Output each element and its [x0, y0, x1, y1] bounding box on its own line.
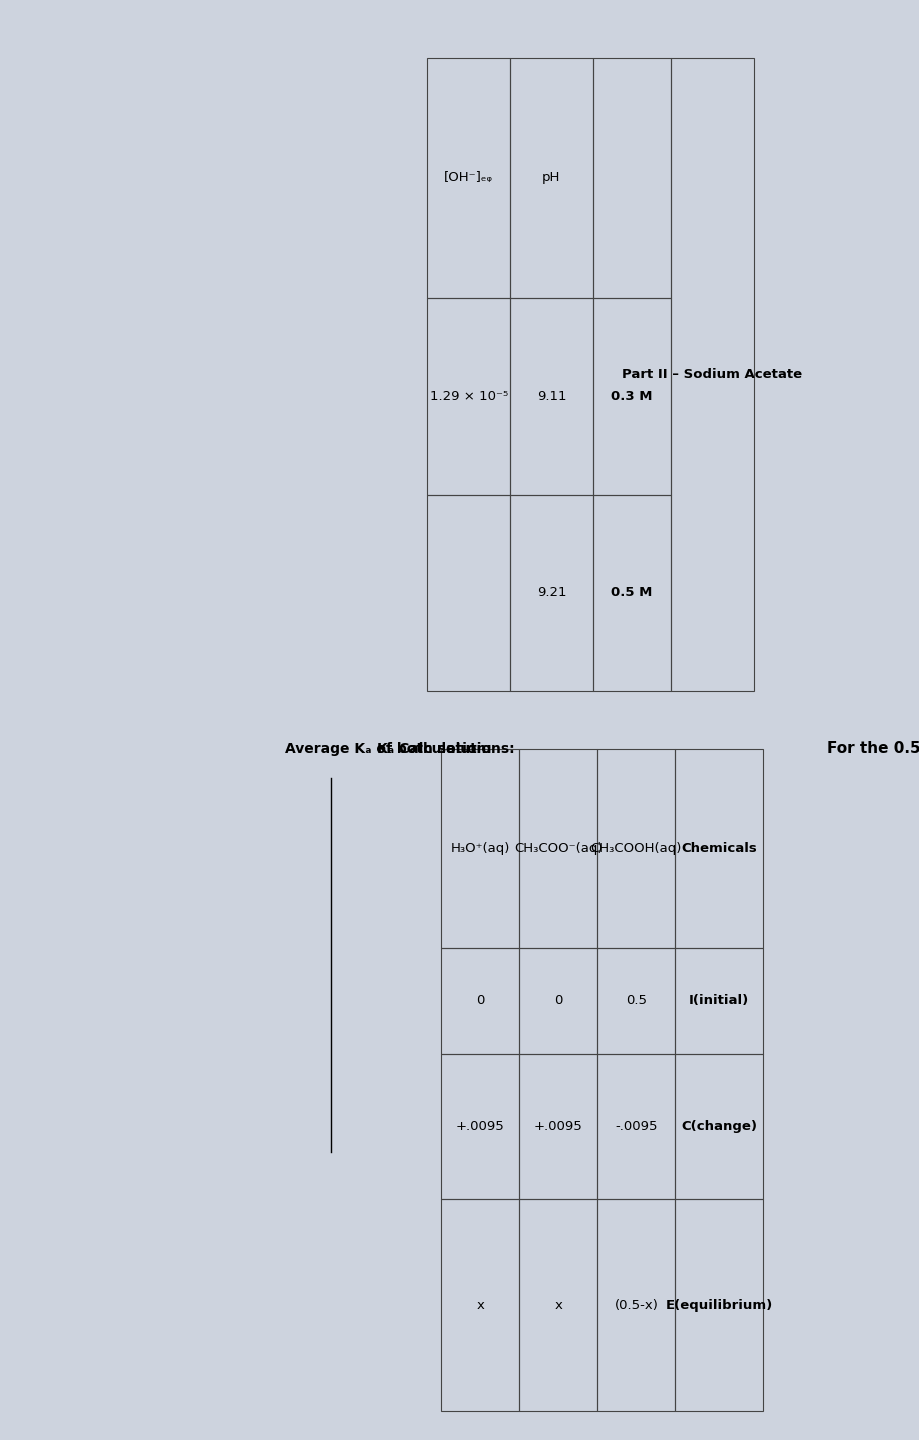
Bar: [597, 1200, 675, 1411]
Bar: [593, 298, 671, 495]
Text: 0.5: 0.5: [626, 994, 647, 1007]
Bar: [510, 298, 593, 495]
Bar: [427, 58, 510, 298]
Text: Kₐ Calculation:: Kₐ Calculation:: [377, 742, 492, 756]
Text: For the 0.5 M Acetic Acid Solution:: For the 0.5 M Acetic Acid Solution:: [827, 742, 919, 756]
Bar: [519, 948, 597, 1054]
Text: C(change): C(change): [681, 1120, 757, 1133]
Text: 9.21: 9.21: [537, 586, 566, 599]
Text: pH: pH: [542, 171, 561, 184]
Text: 0: 0: [554, 994, 562, 1007]
Text: x: x: [476, 1299, 484, 1312]
Bar: [675, 1054, 763, 1200]
Bar: [597, 1054, 675, 1200]
Text: 9.11: 9.11: [537, 390, 566, 403]
Text: I(initial): I(initial): [689, 994, 749, 1007]
Bar: [510, 58, 593, 298]
Text: 1.29 × 10⁻⁵: 1.29 × 10⁻⁵: [429, 390, 508, 403]
Text: [OH⁻]ₑᵩ: [OH⁻]ₑᵩ: [444, 171, 494, 184]
Bar: [441, 749, 519, 948]
Text: -.0095: -.0095: [615, 1120, 658, 1133]
Bar: [519, 749, 597, 948]
Bar: [593, 58, 671, 298]
Text: Part II – Sodium Acetate: Part II – Sodium Acetate: [622, 367, 802, 382]
Bar: [510, 495, 593, 691]
Bar: [593, 495, 671, 691]
Text: Average Kₐ of both solutions:: Average Kₐ of both solutions:: [285, 742, 515, 756]
Text: x: x: [554, 1299, 562, 1312]
Text: 0.5 M: 0.5 M: [611, 586, 652, 599]
Text: E(equilibrium): E(equilibrium): [665, 1299, 773, 1312]
Text: 0: 0: [476, 994, 484, 1007]
Text: (0.5-x): (0.5-x): [615, 1299, 658, 1312]
Bar: [675, 948, 763, 1054]
Bar: [427, 298, 510, 495]
Text: H₃O⁺(aq): H₃O⁺(aq): [450, 841, 510, 855]
Text: +.0095: +.0095: [456, 1120, 505, 1133]
Bar: [441, 1054, 519, 1200]
Bar: [441, 948, 519, 1054]
Bar: [441, 1200, 519, 1411]
Bar: [519, 1200, 597, 1411]
Bar: [597, 948, 675, 1054]
Bar: [671, 58, 754, 691]
Bar: [519, 1054, 597, 1200]
Bar: [597, 749, 675, 948]
Text: CH₃COOH(aq): CH₃COOH(aq): [591, 841, 682, 855]
Text: +.0095: +.0095: [534, 1120, 583, 1133]
Text: CH₃COO⁻(aq): CH₃COO⁻(aq): [514, 841, 603, 855]
Text: Chemicals: Chemicals: [681, 841, 757, 855]
Bar: [675, 1200, 763, 1411]
Text: 0.3 M: 0.3 M: [611, 390, 652, 403]
Bar: [675, 749, 763, 948]
Bar: [427, 495, 510, 691]
